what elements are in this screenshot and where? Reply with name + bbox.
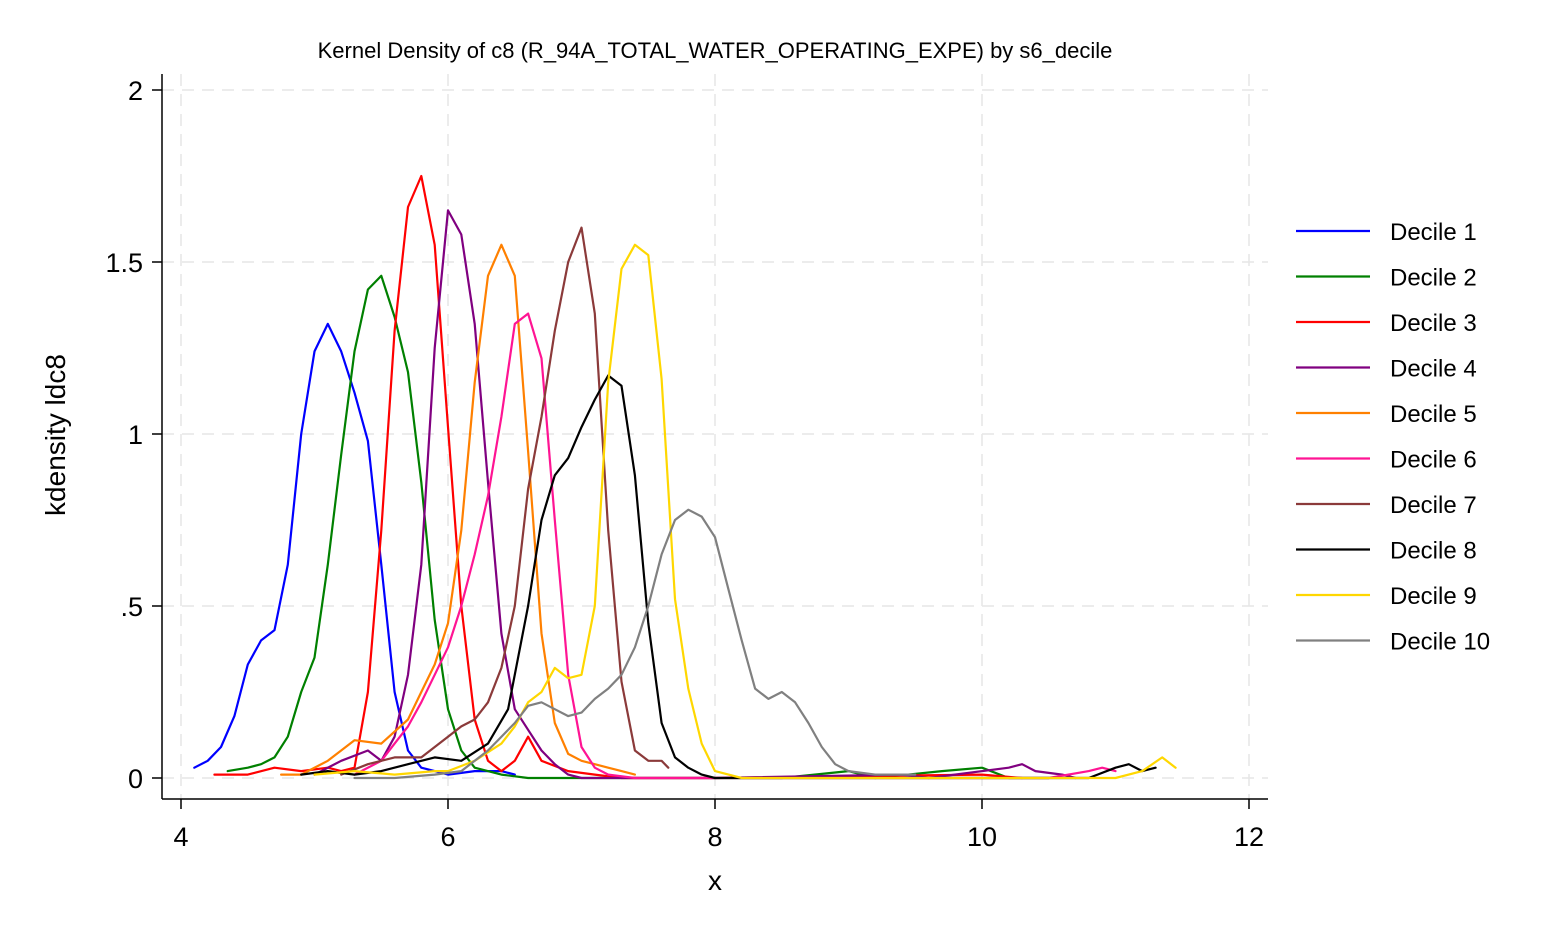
- legend-label-decile-9: Decile 9: [1390, 583, 1477, 610]
- legend-label-decile-2: Decile 2: [1390, 265, 1477, 292]
- legend-label-decile-1: Decile 1: [1390, 219, 1477, 246]
- grid-lines: [162, 74, 1268, 799]
- x-tick-label: 10: [967, 822, 997, 852]
- x-tick-label: 4: [173, 822, 188, 852]
- series-line-decile-6: [353, 312, 1117, 780]
- axis-ticks: 0 .5 1 1.5 2 4 6 8 10 12: [105, 76, 1264, 852]
- series-line-decile-4: [313, 209, 1077, 780]
- legend-label-decile-6: Decile 6: [1390, 447, 1477, 474]
- series-line-decile-5: [280, 243, 637, 776]
- x-tick-label: 8: [707, 822, 722, 852]
- chart-title: Kernel Density of c8 (R_94A_TOTAL_WATER_…: [318, 38, 1113, 63]
- y-axis-label: kdensity ldc8: [40, 354, 71, 516]
- y-tick-label: 1: [128, 420, 143, 450]
- series-line-decile-1: [193, 322, 516, 776]
- x-axis-label: x: [708, 865, 722, 896]
- legend: Decile 1 Decile 2 Decile 3 Decile 4 Decile 5…: [1296, 219, 1490, 656]
- series-line-decile-3: [213, 174, 1024, 780]
- series-lines: [193, 174, 1177, 780]
- y-tick-label: 1.5: [105, 248, 143, 278]
- legend-label-decile-8: Decile 8: [1390, 538, 1477, 565]
- legend-label-decile-7: Decile 7: [1390, 492, 1477, 519]
- series-line-decile-9: [313, 243, 1177, 780]
- legend-label-decile-3: Decile 3: [1390, 310, 1477, 337]
- series-line-decile-10: [353, 508, 917, 780]
- y-tick-label: 2: [128, 76, 143, 106]
- legend-label-decile-10: Decile 10: [1390, 629, 1490, 656]
- x-tick-label: 6: [440, 822, 455, 852]
- legend-label-decile-5: Decile 5: [1390, 401, 1477, 428]
- y-tick-label: .5: [120, 592, 143, 622]
- legend-label-decile-4: Decile 4: [1390, 356, 1477, 383]
- y-tick-label: 0: [128, 764, 143, 794]
- series-line-decile-2: [226, 274, 1050, 780]
- series-line-decile-7: [340, 226, 670, 776]
- x-tick-label: 12: [1234, 822, 1264, 852]
